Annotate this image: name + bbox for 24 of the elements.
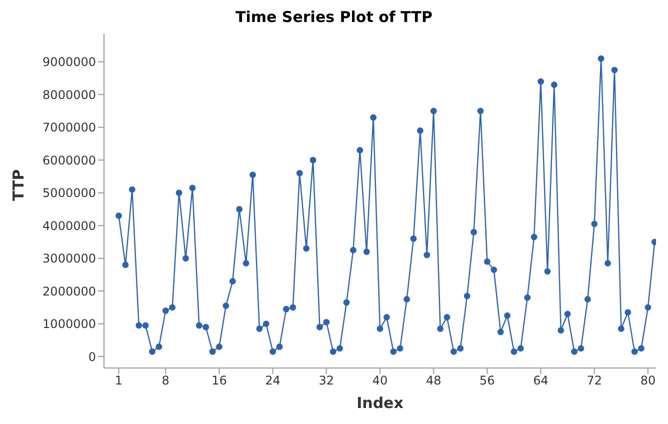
x-tick-label: 32: [318, 374, 334, 388]
y-tick-label: 4000000: [42, 218, 96, 233]
y-tick-label: 2000000: [42, 284, 96, 298]
y-axis-title: TTP: [9, 169, 28, 201]
chart-title: Time Series Plot of TTP: [234, 8, 434, 28]
x-tick-label: 24: [265, 374, 280, 388]
y-tick-label: 1000000: [42, 317, 96, 332]
x-tick-label: 48: [426, 374, 442, 388]
y-tick-label: 8000000: [42, 88, 96, 102]
x-tick-label: 72: [586, 374, 602, 388]
x-tick-label: 8: [162, 374, 170, 388]
y-tick-label: 3000000: [42, 252, 96, 266]
y-tick-label: 0: [88, 350, 96, 364]
x-tick-label: 64: [533, 374, 548, 388]
y-tick-label: 6000000: [42, 153, 96, 168]
x-axis-title: Index: [356, 394, 404, 412]
x-tick-label: 1: [114, 374, 123, 388]
y-tick-label: 7000000: [42, 120, 96, 135]
x-tick-label: 40: [372, 374, 388, 388]
y-tick-label: 5000000: [42, 186, 96, 200]
x-tick-label: 80: [640, 374, 656, 388]
x-tick-label: 16: [212, 374, 227, 388]
y-tick-label: 9000000: [42, 55, 96, 70]
x-tick-label: 56: [480, 374, 495, 388]
